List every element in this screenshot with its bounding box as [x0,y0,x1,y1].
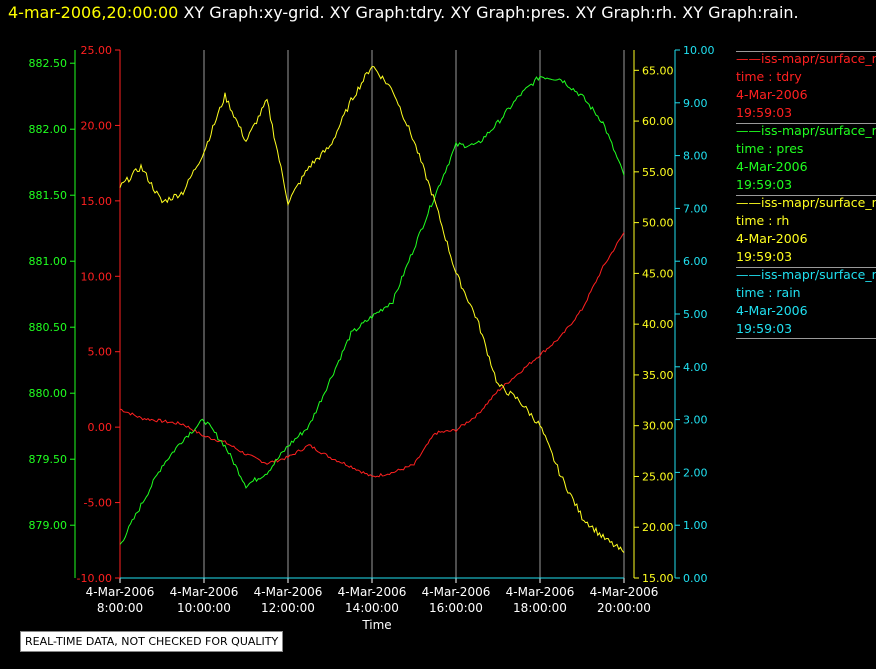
legend-label: time : pres [736,141,804,156]
rain-tick-label: 1.00 [683,519,708,532]
legend-series: iss-mapr/surface_m [761,123,876,138]
rh-tick-label: 45.00 [642,267,674,280]
rh-tick-label: 30.00 [642,420,674,433]
pres-tick-label: 882.00 [29,123,68,136]
x-axis-label: Time [361,618,391,632]
rain-tick-label: 6.00 [683,255,708,268]
legend-rain[interactable]: ——iss-mapr/surface_m time : rain 4-Mar-2… [736,266,876,338]
rh-tick-label: 65.00 [642,64,674,77]
legend-divider [736,338,876,339]
legend-date: 4-Mar-2006 [736,159,808,174]
x-tick-label: 16:00:00 [429,601,483,615]
legend-date: 4-Mar-2006 [736,231,808,246]
pres-tick-label: 882.50 [29,57,68,70]
tdry-tick-label: 15.00 [81,195,113,208]
rain-tick-label: 0.00 [683,572,708,585]
x-tick-label: 4-Mar-2006 [506,585,575,599]
tdry-tick-label: 10.00 [81,270,113,283]
legend-time: 19:59:03 [736,249,793,264]
x-tick-label: 4-Mar-2006 [338,585,407,599]
tdry-tick-label: 0.00 [88,421,113,434]
legend-pres[interactable]: ——iss-mapr/surface_m time : pres 4-Mar-2… [736,122,876,194]
legend-time: 19:59:03 [736,177,793,192]
x-tick-label: 4-Mar-2006 [422,585,491,599]
tdry-tick-label: -10.00 [77,572,112,585]
legend-divider [736,51,876,52]
rain-tick-label: 7.00 [683,202,708,215]
x-tick-label: 18:00:00 [513,601,567,615]
x-tick-label: 12:00:00 [261,601,315,615]
x-tick-label: 4-Mar-2006 [254,585,323,599]
rain-tick-label: 4.00 [683,361,708,374]
timestamp: 4-mar-2006,20:00:00 [8,3,179,22]
rh-tick-label: 55.00 [642,166,674,179]
series-tdry-line[interactable] [119,232,625,478]
title-bar: 4-mar-2006,20:00:00 XY Graph:xy-grid. XY… [8,2,799,24]
quality-note: REAL-TIME DATA, NOT CHECKED FOR QUALITY [20,631,284,652]
legend-series: iss-mapr/surface_m [761,267,876,282]
pres-tick-label: 880.00 [29,387,68,400]
legend-series: iss-mapr/surface_m [761,195,876,210]
tdry-tick-label: -5.00 [84,497,112,510]
legend-series: iss-mapr/surface_m [761,51,876,66]
x-tick-label: 4-Mar-2006 [590,585,659,599]
x-tick-label: 14:00:00 [345,601,399,615]
graph-name-rain[interactable]: XY Graph:rain. [682,3,799,22]
x-tick-label: 20:00:00 [597,601,651,615]
rh-tick-label: 35.00 [642,369,674,382]
legend-divider [736,195,876,196]
legend-label: time : rain [736,285,801,300]
legend-date: 4-Mar-2006 [736,87,808,102]
legend-line-icon: —— [736,267,761,282]
rh-tick-label: 40.00 [642,318,674,331]
tdry-tick-label: 25.00 [81,44,113,57]
legend-line-icon: —— [736,51,761,66]
graph-name-tdry[interactable]: XY Graph:tdry. [329,3,446,22]
legend-rh[interactable]: ——iss-mapr/surface_m time : rh 4-Mar-200… [736,194,876,266]
rh-tick-label: 60.00 [642,115,674,128]
x-tick-label: 8:00:00 [97,601,143,615]
tdry-tick-label: 5.00 [88,346,113,359]
legend-time: 19:59:03 [736,105,793,120]
rh-tick-label: 25.00 [642,470,674,483]
pres-tick-label: 879.00 [29,519,68,532]
rain-tick-label: 9.00 [683,97,708,110]
tdry-tick-label: 20.00 [81,119,113,132]
legend-date: 4-Mar-2006 [736,303,808,318]
pres-tick-label: 879.50 [29,453,68,466]
x-tick-label: 4-Mar-2006 [170,585,239,599]
rh-tick-label: 15.00 [642,572,674,585]
legend-divider [736,123,876,124]
legend-label: time : tdry [736,69,802,84]
rain-tick-label: 3.00 [683,414,708,427]
rh-tick-label: 20.00 [642,521,674,534]
graph-name-xy-grid[interactable]: XY Graph:xy-grid. [183,3,325,22]
series-pres-line[interactable] [119,76,625,545]
rh-tick-label: 50.00 [642,217,674,230]
graph-name-pres[interactable]: XY Graph:pres. [450,3,571,22]
rain-tick-label: 10.00 [683,44,715,57]
legend-divider [736,267,876,268]
legend-tdry[interactable]: ——iss-mapr/surface_m time : tdry 4-Mar-2… [736,50,876,122]
pres-tick-label: 881.50 [29,189,68,202]
rain-tick-label: 2.00 [683,466,708,479]
rain-tick-label: 5.00 [683,308,708,321]
series-rh-line[interactable] [119,66,625,553]
x-tick-label: 10:00:00 [177,601,231,615]
legend-label: time : rh [736,213,790,228]
legend-time: 19:59:03 [736,321,793,336]
legend-line-icon: —— [736,123,761,138]
rain-tick-label: 8.00 [683,150,708,163]
pres-tick-label: 880.50 [29,321,68,334]
graph-name-rh[interactable]: XY Graph:rh. [575,3,678,22]
pres-tick-label: 881.00 [29,255,68,268]
x-tick-label: 4-Mar-2006 [86,585,155,599]
legend-line-icon: —— [736,195,761,210]
